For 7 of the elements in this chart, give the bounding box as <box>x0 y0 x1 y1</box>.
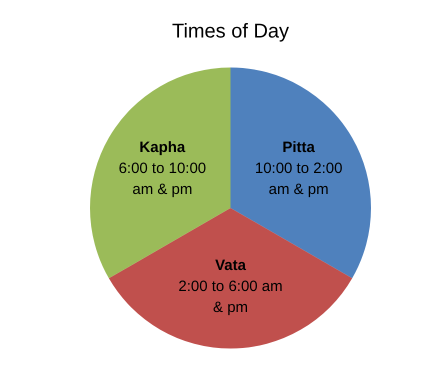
slice-label: Pitta <box>282 138 316 156</box>
text: 10:00 to 2:00 am & pm <box>254 160 342 198</box>
text: 6:00 to 10:00 am & pm <box>118 160 206 198</box>
text: 2:00 to 6:00 am & pm <box>178 278 283 316</box>
slice-label: Vata <box>215 256 247 274</box>
slice-label: Kapha <box>139 138 186 156</box>
chart-title: Times of Day <box>172 20 290 43</box>
